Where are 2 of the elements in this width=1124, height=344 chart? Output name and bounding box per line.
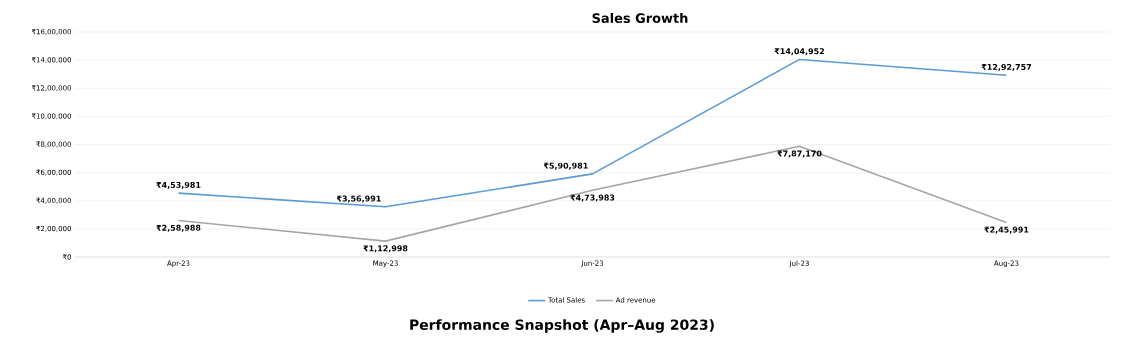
chart-title: Sales Growth	[592, 12, 688, 24]
text: Performance Snapshot (Apr–Aug 2023)	[410, 319, 714, 333]
